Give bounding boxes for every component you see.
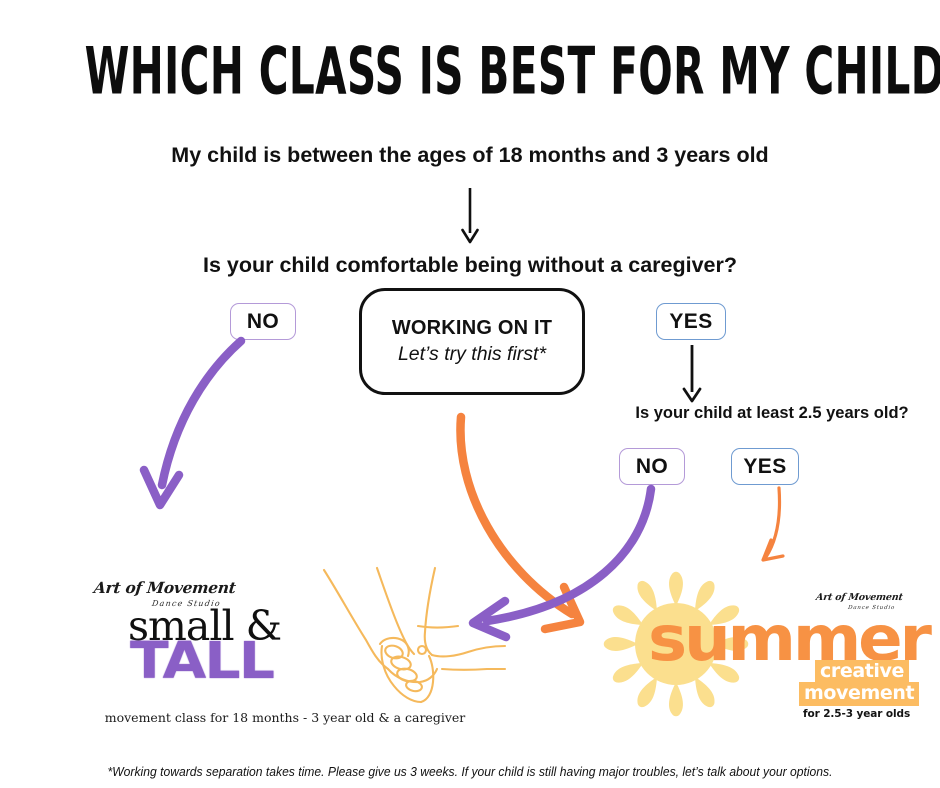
answer-chip-no-age-25[interactable]: NO <box>619 448 685 485</box>
logo-summer: summer Art of Movement Dance Studio crea… <box>590 560 932 725</box>
working-on-it-title: WORKING ON IT <box>391 317 553 339</box>
summer-brand-script-text: Art of Movement <box>815 592 904 603</box>
summer-subtitle: for 2.5-3 year olds <box>803 708 911 720</box>
question-caregiver: Is your child comfortable being without … <box>202 253 737 277</box>
question-age-25: Is your child at least 2.5 years old? <box>635 404 909 422</box>
caption-small-and-tall: movement class for 18 months - 3 year ol… <box>104 710 466 725</box>
arrow-down-icon-yes-caregiver <box>682 345 702 403</box>
arrow-down-icon-top <box>461 188 479 244</box>
holding-hands-illustration <box>322 566 507 704</box>
statement-child-age: My child is between the ages of 18 month… <box>171 143 769 167</box>
brand-script-text: Art of Movement <box>93 578 237 597</box>
logo-word-summer: summer <box>648 602 932 675</box>
summer-band-creative: creative <box>815 660 910 684</box>
curved-arrow-yes-age-to-summer <box>761 486 785 562</box>
footnote: *Working towards separation takes time. … <box>107 765 833 779</box>
answer-chip-yes-age-25[interactable]: YES <box>731 448 799 485</box>
working-on-it-box[interactable]: WORKING ON IT Let’s try this first* <box>359 288 585 395</box>
summer-band-movement: movement <box>799 682 920 706</box>
logo-word-tall: TALL <box>130 631 275 691</box>
logo-word-small: small & <box>128 602 282 650</box>
answer-chip-yes-caregiver[interactable]: YES <box>656 303 726 340</box>
working-on-it-subtitle: Let’s try this first* <box>397 343 547 365</box>
answer-chip-no-caregiver[interactable]: NO <box>230 303 296 340</box>
curved-arrow-no-to-small-tall <box>139 336 246 510</box>
summer-brand-studio-text: Dance Studio <box>847 605 896 611</box>
logo-small-and-tall: Art of Movement Dance Studio small & TAL… <box>92 578 332 698</box>
page-title: WHICH CLASS IS BEST FOR MY CHILD? <box>84 33 940 109</box>
sun-icon <box>603 571 749 717</box>
